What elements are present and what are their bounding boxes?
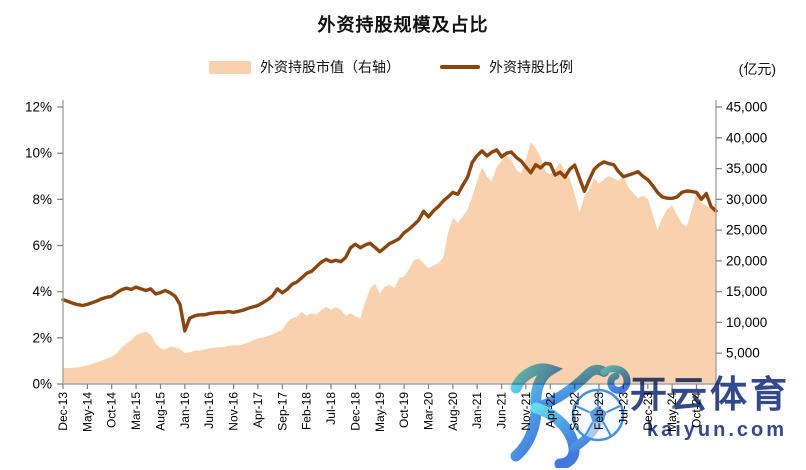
svg-text:Feb-18: Feb-18 [300,392,314,430]
left-axis-ticks [57,106,63,385]
svg-text:Jun-21: Jun-21 [495,392,509,429]
svg-text:Mar-15: Mar-15 [129,392,143,430]
svg-text:Dec-13: Dec-13 [56,392,70,431]
svg-text:Aug-20: Aug-20 [446,392,460,431]
svg-text:5,000: 5,000 [726,346,760,361]
right-axis-labels: 5,000 10,000 15,000 20,000 25,000 30,000 35,00… [726,100,767,361]
legend-label-ratio: 外资持股比例 [489,59,573,75]
svg-text:Oct-24: Oct-24 [690,392,704,428]
svg-text:Feb-23: Feb-23 [592,392,606,430]
svg-text:20,000: 20,000 [726,253,767,268]
svg-text:6%: 6% [32,238,52,253]
svg-text:2%: 2% [32,330,52,345]
svg-text:25,000: 25,000 [726,223,767,238]
chart-title: 外资持股规模及占比 [317,15,489,35]
svg-text:10%: 10% [25,146,52,161]
svg-text:Dec-23: Dec-23 [641,392,655,431]
svg-text:Jan-21: Jan-21 [470,392,484,429]
svg-text:May-19: May-19 [373,392,387,432]
svg-text:30,000: 30,000 [726,192,767,207]
svg-text:Oct-14: Oct-14 [105,392,119,428]
svg-text:Sep-17: Sep-17 [275,392,289,431]
right-axis-ticks [716,106,722,385]
legend-item-market-value: 外资持股市值（右轴） [209,57,400,77]
svg-text:45,000: 45,000 [726,100,767,115]
series-line-ratio [61,148,718,333]
svg-text:12%: 12% [25,100,52,115]
svg-text:Jan-16: Jan-16 [178,392,192,429]
legend-line-swatch [440,65,480,69]
legend-item-ratio: 外资持股比例 [440,57,573,77]
chart-legend: 外资持股市值（右轴） 外资持股比例 [0,57,794,77]
left-axis-labels: 0% 2% 4% 6% 8% 10% 12% [25,100,52,392]
series-area-market-value [63,142,716,384]
svg-text:4%: 4% [32,284,52,299]
svg-text:Jul-18: Jul-18 [324,392,338,425]
svg-text:0%: 0% [32,377,52,392]
svg-text:Jun-16: Jun-16 [202,392,216,429]
svg-text:Mar-20: Mar-20 [422,392,436,430]
svg-text:Apr-22: Apr-22 [543,392,557,428]
svg-text:May-24: May-24 [665,392,679,432]
svg-text:Nov-16: Nov-16 [227,392,241,431]
svg-text:40,000: 40,000 [726,130,767,145]
svg-text:Oct-19: Oct-19 [397,392,411,428]
svg-text:Nov-21: Nov-21 [519,392,533,431]
svg-text:Jul-23: Jul-23 [616,392,630,425]
legend-area-swatch [209,60,251,74]
svg-text:35,000: 35,000 [726,161,767,176]
x-axis-labels: Dec-13 May-14 Oct-14 Mar-15 Aug-15 Jan-16 Jun-… [56,392,704,432]
svg-text:May-14: May-14 [80,392,94,432]
legend-label-market-value: 外资持股市值（右轴） [260,59,400,75]
svg-text:Aug-15: Aug-15 [154,392,168,431]
svg-text:Dec-18: Dec-18 [348,392,362,431]
x-axis-ticks [62,384,698,389]
svg-text:Sep-22: Sep-22 [568,392,582,431]
right-axis-unit-label: (亿元) [738,61,776,77]
svg-text:10,000: 10,000 [726,315,767,330]
svg-text:15,000: 15,000 [726,284,767,299]
svg-text:Apr-17: Apr-17 [251,392,265,428]
svg-text:8%: 8% [32,192,52,207]
